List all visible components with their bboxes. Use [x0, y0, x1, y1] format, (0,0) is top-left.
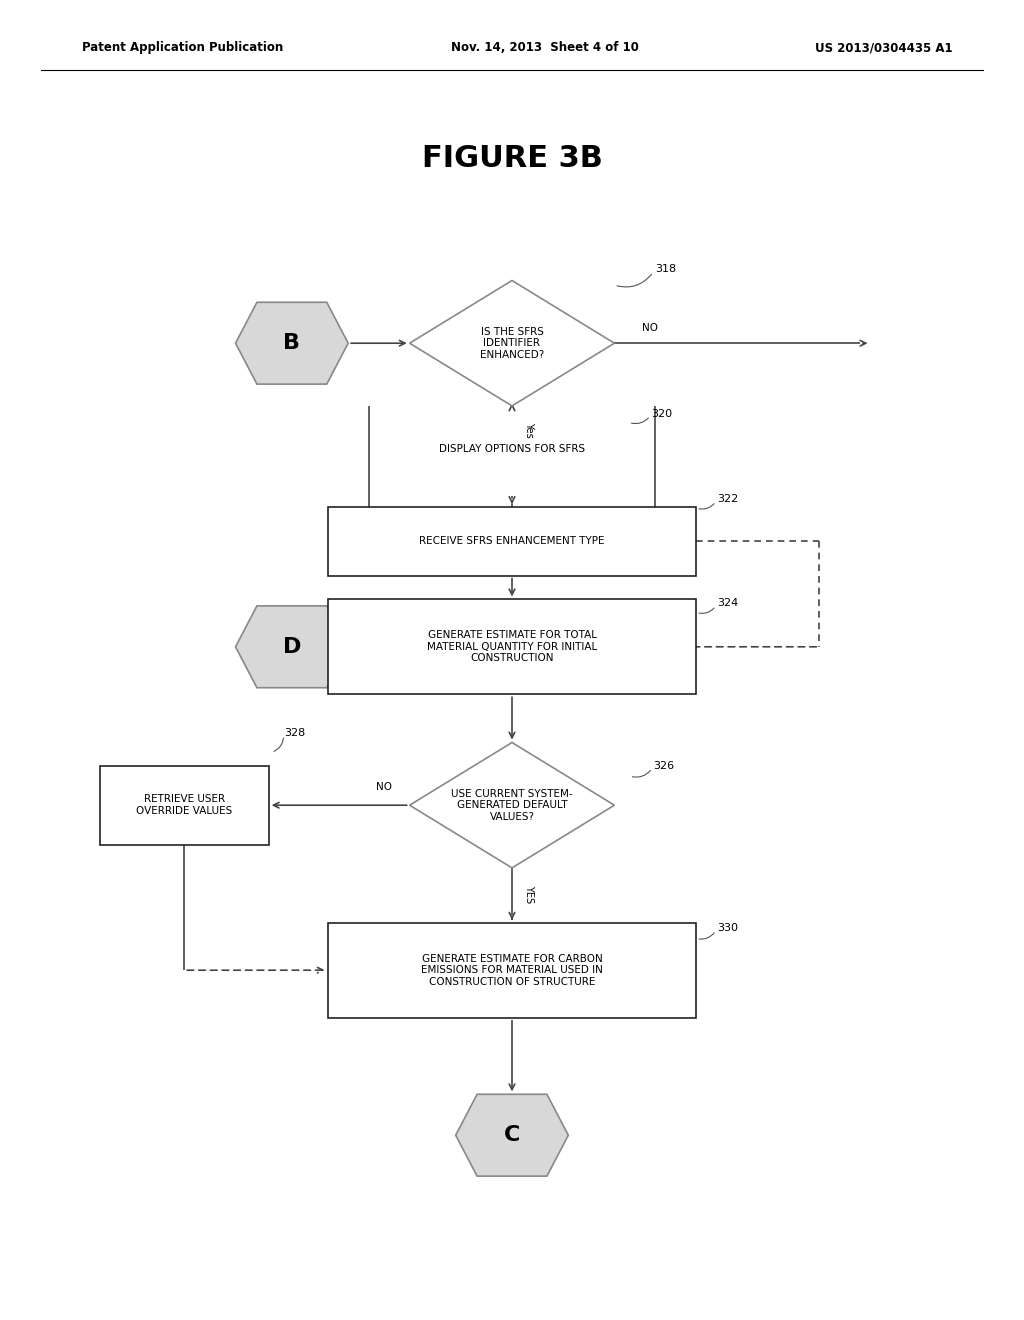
- Text: USE CURRENT SYSTEM-
GENERATED DEFAULT
VALUES?: USE CURRENT SYSTEM- GENERATED DEFAULT VA…: [452, 788, 572, 822]
- FancyBboxPatch shape: [328, 599, 696, 694]
- Text: D: D: [283, 636, 301, 657]
- Text: IS THE SFRS
IDENTIFIER
ENHANCED?: IS THE SFRS IDENTIFIER ENHANCED?: [480, 326, 544, 360]
- FancyBboxPatch shape: [99, 766, 268, 845]
- Text: DISPLAY OPTIONS FOR SFRS: DISPLAY OPTIONS FOR SFRS: [439, 444, 585, 454]
- Text: Yes: Yes: [524, 422, 535, 437]
- Text: Nov. 14, 2013  Sheet 4 of 10: Nov. 14, 2013 Sheet 4 of 10: [451, 41, 638, 54]
- Text: GENERATE ESTIMATE FOR CARBON
EMISSIONS FOR MATERIAL USED IN
CONSTRUCTION OF STRU: GENERATE ESTIMATE FOR CARBON EMISSIONS F…: [421, 953, 603, 987]
- Text: Patent Application Publication: Patent Application Publication: [82, 41, 284, 54]
- Text: YES: YES: [524, 886, 535, 903]
- Text: RECEIVE SFRS ENHANCEMENT TYPE: RECEIVE SFRS ENHANCEMENT TYPE: [419, 536, 605, 546]
- Text: 324: 324: [717, 598, 738, 609]
- Polygon shape: [410, 742, 614, 869]
- Text: 328: 328: [285, 727, 306, 738]
- Text: NO: NO: [642, 322, 658, 333]
- Text: FIGURE 3B: FIGURE 3B: [422, 144, 602, 173]
- Text: C: C: [504, 1125, 520, 1146]
- Text: RETRIEVE USER
OVERRIDE VALUES: RETRIEVE USER OVERRIDE VALUES: [136, 795, 232, 816]
- Text: 330: 330: [717, 923, 738, 933]
- FancyBboxPatch shape: [328, 507, 696, 576]
- Text: GENERATE ESTIMATE FOR TOTAL
MATERIAL QUANTITY FOR INITIAL
CONSTRUCTION: GENERATE ESTIMATE FOR TOTAL MATERIAL QUA…: [427, 630, 597, 664]
- Text: 318: 318: [655, 264, 677, 275]
- Polygon shape: [236, 302, 348, 384]
- Text: NO: NO: [376, 781, 392, 792]
- Text: 322: 322: [717, 494, 738, 504]
- Text: B: B: [284, 333, 300, 354]
- Text: 320: 320: [651, 409, 673, 420]
- Polygon shape: [456, 1094, 568, 1176]
- Polygon shape: [410, 281, 614, 407]
- Text: 326: 326: [653, 760, 675, 771]
- FancyBboxPatch shape: [328, 923, 696, 1018]
- Polygon shape: [236, 606, 348, 688]
- Text: US 2013/0304435 A1: US 2013/0304435 A1: [815, 41, 952, 54]
